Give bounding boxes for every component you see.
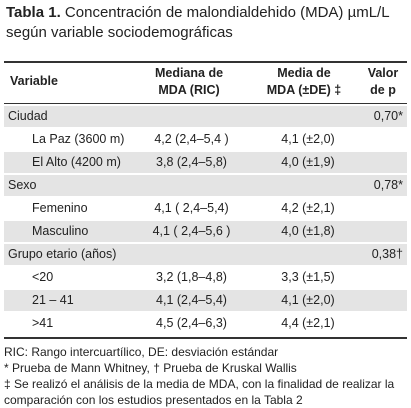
footnote: RIC: Rango intercuartílico, DE: desviaci… (4, 345, 279, 359)
column-header: Mediana de MDA (RIC) (134, 65, 244, 99)
column-header: Media de MDA (±DE) ‡ (249, 65, 359, 99)
table-row: Masculino 4,1 ( 2,4–5,6 ) 4,0 (±1,8) (4, 221, 407, 242)
table-row: >41 4,5 (2,4–6,3) 4,4 (±2,1) (4, 313, 407, 334)
median-cell: 3,8 (2,4–5,8) (156, 155, 227, 169)
median-cell: 4,1 ( 2,4–5,6 ) (152, 224, 231, 238)
row-label: Grupo etario (años) (8, 247, 117, 261)
title: Tabla 1. Concentración de malondialdehid… (6, 3, 406, 43)
table-row: Femenino 4,1 ( 2,4–5,4) 4,2 (±2,1) (4, 198, 407, 219)
median-cell: 3,2 (1,8–4,8) (156, 270, 227, 284)
column-header: Valor de p (358, 65, 408, 99)
table-row: Grupo etario (años) 0,38† (4, 244, 407, 265)
title-text: Concentración de malondialdehido (MDA) µ… (6, 4, 390, 41)
footnote: * Prueba de Mann Whitney, † Prueba de Kr… (4, 361, 297, 375)
p-value-cell: 0,70* (373, 109, 403, 123)
row-label: 21 – 41 (32, 293, 74, 307)
p-value-cell: 0,78* (373, 178, 403, 192)
bottom-rule (4, 337, 407, 339)
mean-cell: 4,0 (±1,8) (281, 224, 335, 238)
header-line: Variable (10, 74, 58, 88)
table-row: <20 3,2 (1,8–4,8) 3,3 (±1,5) (4, 267, 407, 288)
row-label: <20 (32, 270, 54, 284)
table-row: La Paz (3600 m) 4,2 (2,4–5,4 ) 4,1 (±2,0) (4, 129, 407, 150)
mean-cell: 4,1 (±2,0) (281, 293, 335, 307)
header-line: MDA (RIC) (158, 83, 220, 97)
footnote: comparación con los estudios presentados… (4, 393, 303, 407)
mean-cell: 4,2 (±2,1) (281, 201, 335, 215)
top-rule (4, 61, 407, 63)
header-line: Mediana de (154, 66, 224, 80)
p-value-cell: 0,38† (371, 247, 403, 261)
header-line: MDA (±DE) ‡ (266, 83, 342, 97)
row-label: Ciudad (8, 109, 48, 123)
mean-cell: 4,0 (±1,9) (281, 155, 335, 169)
row-label: >41 (32, 316, 54, 330)
mean-cell: 4,1 (±2,0) (281, 132, 335, 146)
mean-cell: 3,3 (±1,5) (281, 270, 335, 284)
header-line: Media de (277, 66, 331, 80)
table-label: Tabla 1. (6, 4, 61, 21)
row-label: Sexo (8, 178, 37, 192)
table-row: Ciudad 0,70* (4, 106, 407, 127)
median-cell: 4,5 (2,4–6,3) (156, 316, 227, 330)
table-row: El Alto (4200 m) 3,8 (2,4–5,8) 4,0 (±1,9) (4, 152, 407, 173)
row-label: La Paz (3600 m) (32, 132, 125, 146)
median-cell: 4,2 (2,4–5,4 ) (154, 132, 229, 146)
row-label: El Alto (4200 m) (32, 155, 121, 169)
median-cell: 4,1 ( 2,4–5,4) (154, 201, 229, 215)
row-label: Femenino (32, 201, 88, 215)
header-line: Valor (367, 66, 399, 80)
header-line: de p (370, 83, 396, 97)
mean-cell: 4,4 (±2,1) (281, 316, 335, 330)
table-row: 21 – 41 4,1 (2,4–5,4) 4,1 (±2,0) (4, 290, 407, 311)
median-cell: 4,1 (2,4–5,4) (156, 293, 227, 307)
table-row: Sexo 0,78* (4, 175, 407, 196)
column-header: Variable (10, 73, 58, 90)
footnote: ‡ Se realizó el análisis de la media de … (4, 377, 395, 391)
row-label: Masculino (32, 224, 89, 238)
header-rule (4, 103, 407, 104)
